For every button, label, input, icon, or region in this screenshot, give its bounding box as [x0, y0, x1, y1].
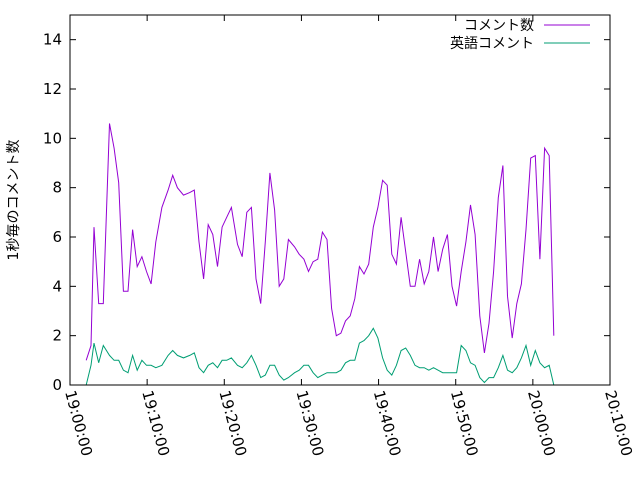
- y-axis: 0 2 4 6 8 10 12 14: [43, 31, 610, 394]
- y-tick-label: 14: [43, 31, 62, 49]
- y-tick-label: 12: [43, 80, 62, 98]
- plot-marks: [85, 123, 555, 386]
- y-tick-label: 4: [52, 277, 62, 295]
- y-tick-label: 0: [52, 376, 62, 394]
- series-line: [85, 327, 555, 386]
- y-tick-label: 8: [52, 179, 62, 197]
- y-tick-label: 6: [52, 228, 62, 246]
- y-tick-label: 10: [43, 129, 62, 147]
- series-line: [85, 123, 555, 361]
- legend-label: コメント数: [464, 18, 534, 34]
- y-axis-title: 1秒毎のコメント数: [6, 140, 22, 261]
- plot-frame: [69, 14, 611, 386]
- legend-label: 英語コメント: [450, 35, 534, 52]
- y-tick-label: 2: [52, 327, 62, 345]
